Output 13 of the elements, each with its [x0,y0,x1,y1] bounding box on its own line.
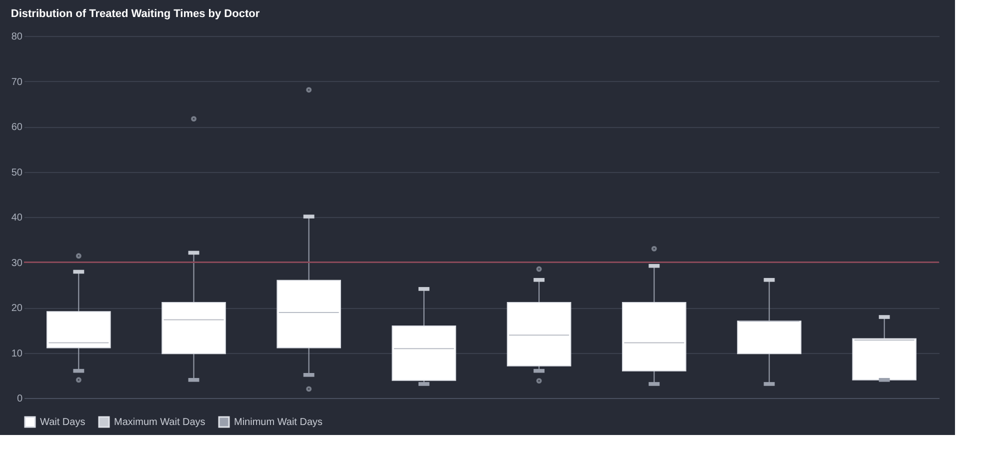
y-tick-label: 80 [11,32,23,42]
y-tick-label: 60 [11,122,23,133]
legend-label: Maximum Wait Days [114,417,206,428]
y-tick-label: 20 [11,303,23,314]
chart-title: Distribution of Treated Waiting Times by Doctor [10,8,260,20]
y-tick-label: 70 [11,76,23,88]
y-tick-label: 40 [11,212,23,224]
y-tick-label: 10 [11,348,23,360]
y-tick-label: 0 [16,394,23,404]
y-tick-label: 30 [11,258,23,269]
y-tick-label: 50 [11,167,23,178]
legend-label: Minimum Wait Days [234,417,323,428]
legend-label: Wait Days [40,417,86,428]
